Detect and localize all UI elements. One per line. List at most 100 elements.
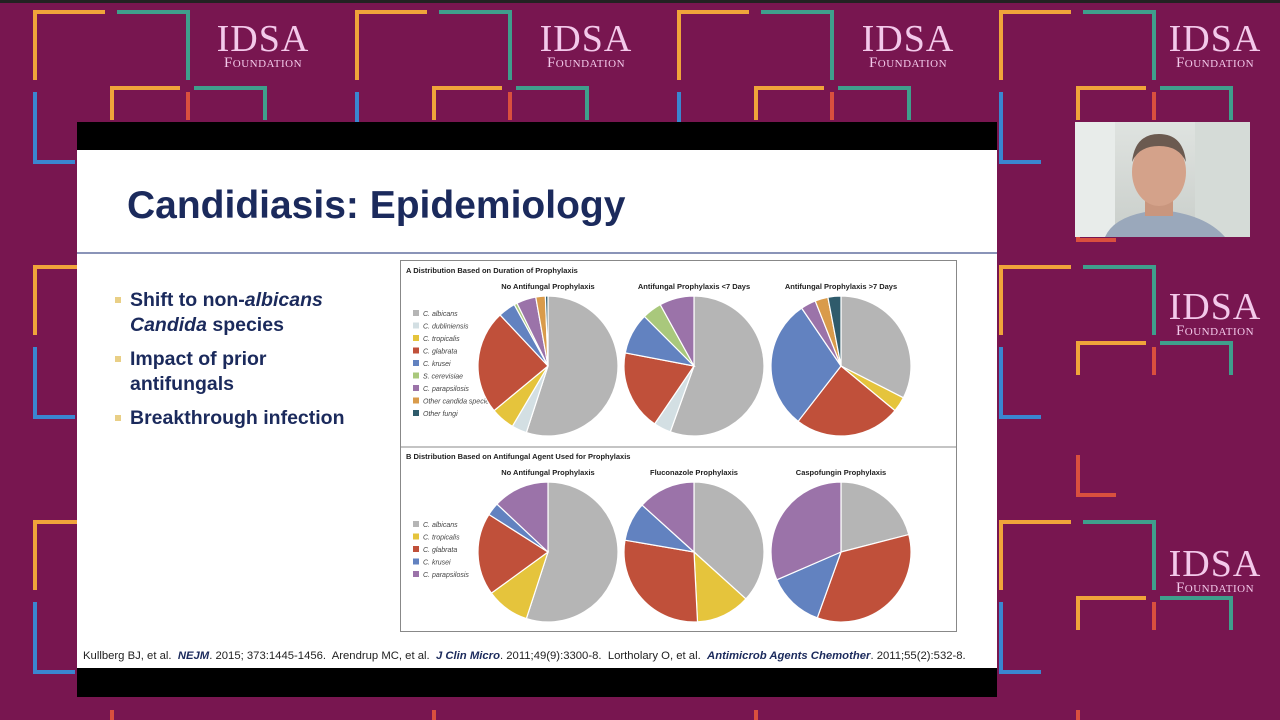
- legend-swatch: [413, 521, 419, 527]
- pie-slice-c-glabrata: [623, 539, 699, 623]
- decorative-bracket: [1083, 10, 1156, 80]
- citation-journal: NEJM: [177, 650, 210, 662]
- pie-slice-c-glabrata: [797, 365, 896, 437]
- idsa-logo: IDSA Foundation: [861, 18, 955, 71]
- decorative-bracket: [999, 265, 1071, 335]
- decorative-bracket: [999, 520, 1071, 590]
- bullet-text: albicans: [244, 289, 323, 311]
- bullet-item: Impact of prior antifungals: [115, 347, 375, 397]
- citation-authors: Kullberg BJ, et al.: [83, 650, 172, 662]
- legend-swatch: [413, 322, 419, 329]
- pie-slice-c-krusei: [770, 307, 842, 423]
- bullet-text: Candida: [130, 314, 207, 336]
- legend-swatch: [413, 385, 419, 391]
- pie-slice-c-albicans: [525, 295, 619, 437]
- legend-swatch: [413, 397, 419, 404]
- speaker-webcam: [1075, 122, 1250, 237]
- pie-slice-c-glabrata: [816, 533, 912, 623]
- decorative-bracket: [1083, 520, 1156, 590]
- legend-label: C. krusei: [423, 560, 451, 567]
- pie-chart-figure: A Distribution Based on Duration of Prop…: [400, 260, 957, 632]
- pie-slice-c-parapsilosis: [641, 481, 695, 554]
- legend-label: C. parapsilosis: [423, 386, 469, 393]
- decorative-bracket: [999, 92, 1041, 164]
- pie-title: No Antifungal Prophylaxis: [501, 282, 594, 291]
- citation-journal: Antimicrob Agents Chemother: [707, 650, 871, 662]
- decorative-bracket: [33, 92, 75, 164]
- decorative-bracket: [999, 10, 1071, 80]
- bullet-text: species: [206, 314, 284, 336]
- legend-label: Other fungi: [423, 411, 458, 418]
- slide-content: Candidiasis: Epidemiology Shift to non-a…: [77, 150, 997, 668]
- top-strip: [0, 0, 1280, 3]
- citation-journal: J Clin Micro: [435, 650, 500, 662]
- legend-swatch: [413, 558, 419, 565]
- pie-slice-c-albicans: [669, 295, 765, 437]
- bullet-item: Breakthrough infection: [115, 406, 375, 431]
- decorative-bracket: [33, 602, 75, 674]
- title-divider: [77, 252, 997, 254]
- legend-swatch: [413, 310, 419, 316]
- bullet-marker: [115, 297, 121, 303]
- idsa-logo: IDSA Foundation: [539, 18, 633, 71]
- decorative-bracket: [33, 347, 75, 419]
- pie-slice-c-parapsilosis: [496, 481, 549, 554]
- legend-swatch: [413, 335, 419, 341]
- pie-title: Antifungal Prophylaxis <7 Days: [638, 282, 750, 291]
- decorative-bracket: [677, 10, 749, 80]
- pie-slice-other-fungi: [827, 295, 842, 367]
- pie-slice-c-albicans: [840, 295, 912, 399]
- legend-label: C. tropicalis: [423, 336, 460, 343]
- bullet-text: Impact of prior antifungals: [130, 348, 267, 395]
- pie-title: Fluconazole Prophylaxis: [650, 468, 738, 477]
- legend-swatch: [413, 360, 419, 366]
- decorative-bracket: [1076, 455, 1116, 497]
- bullet-list: Shift to non-albicans Candida species Imp…: [115, 288, 375, 440]
- pie-slice-c-parapsilosis: [770, 481, 842, 581]
- decorative-bracket: [1083, 265, 1156, 335]
- legend-swatch: [413, 571, 419, 577]
- decorative-bracket: [33, 10, 105, 80]
- pie-slice-c-glabrata: [477, 513, 550, 594]
- pie-slice-c-albicans: [525, 481, 619, 623]
- pie-charts: A Distribution Based on Duration of Prop…: [401, 266, 956, 623]
- legend-swatch: [413, 533, 419, 540]
- legend-label: C. krusei: [423, 361, 451, 368]
- legend-label: C. albicans: [423, 311, 458, 318]
- legend-label: C. tropicalis: [423, 535, 460, 542]
- legend-label: C. albicans: [423, 522, 458, 529]
- legend-swatch: [413, 546, 419, 552]
- decorative-bracket: [838, 86, 911, 120]
- decorative-bracket: [1076, 341, 1146, 375]
- pie-slice-c-albicans: [693, 481, 765, 600]
- decorative-bracket: [355, 10, 427, 80]
- slide-title: Candidiasis: Epidemiology: [127, 184, 626, 227]
- decorative-bracket: [1076, 596, 1146, 630]
- decorative-bracket: [754, 710, 758, 720]
- decorative-bracket: [999, 602, 1041, 674]
- citation-ref: . 2011;55(2):532-8.: [870, 650, 966, 662]
- decorative-bracket: [1076, 86, 1146, 120]
- legend-swatch: [413, 347, 419, 354]
- legend-label: Other candida species: [423, 399, 493, 406]
- decorative-bracket: [761, 10, 834, 80]
- pie-slice-c-albicans: [840, 481, 910, 553]
- decorative-bracket: [754, 86, 824, 120]
- idsa-logo: IDSA Foundation: [216, 18, 310, 71]
- pie-title: No Antifungal Prophylaxis: [501, 468, 594, 477]
- legend-label: C. parapsilosis: [423, 572, 469, 579]
- pie-title: Caspofungin Prophylaxis: [796, 468, 886, 477]
- legend-label: C. dubliniensis: [423, 324, 469, 331]
- bullet-text: Shift to non-: [130, 289, 245, 311]
- citation-ref: . 2011;49(9):3300-8.: [499, 650, 602, 662]
- decorative-bracket: [117, 10, 190, 80]
- legend-label: C. glabrata: [423, 547, 457, 554]
- legend-swatch: [413, 410, 419, 416]
- pie-slice-c-krusei: [775, 550, 843, 619]
- presentation-slide: Candidiasis: Epidemiology Shift to non-a…: [77, 122, 997, 697]
- decorative-bracket: [110, 86, 180, 120]
- panel-title: B Distribution Based on Antifungal Agent…: [406, 452, 630, 461]
- legend-swatch: [413, 372, 419, 379]
- citation-ref: . 2015; 373:1445-1456.: [209, 650, 327, 662]
- idsa-logo: IDSA Foundation: [1168, 18, 1262, 71]
